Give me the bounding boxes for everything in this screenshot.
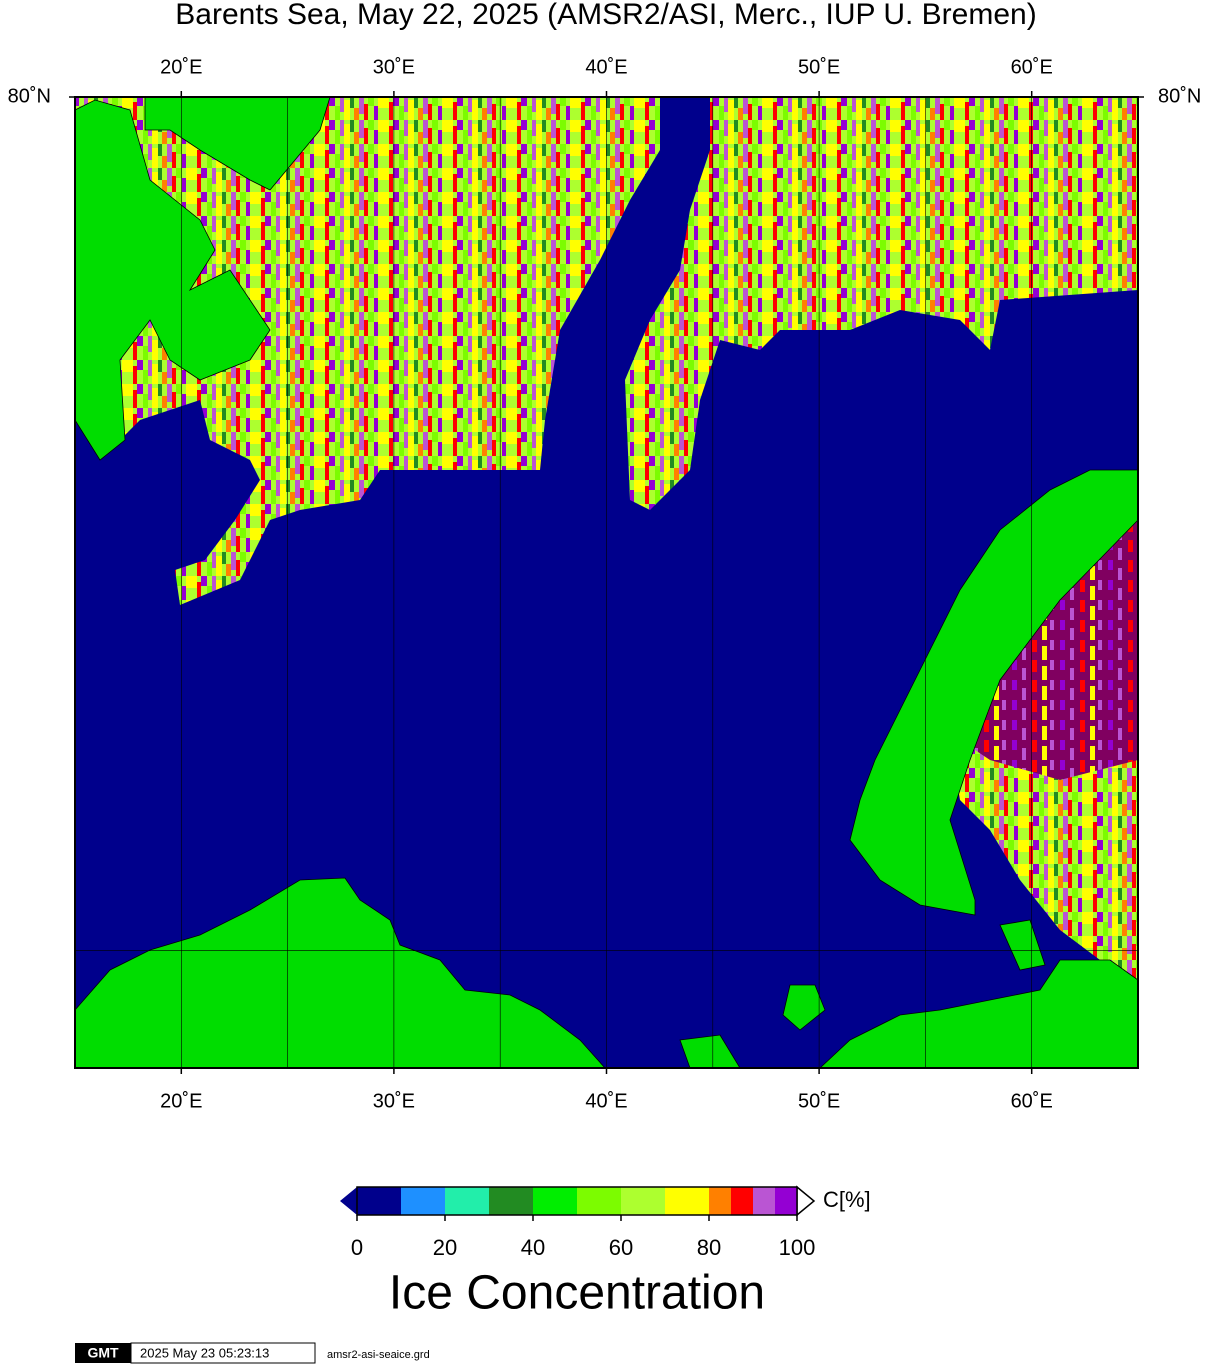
ice-area bbox=[625, 97, 1138, 510]
lon-label: 30˚E bbox=[373, 56, 415, 78]
colorbar-tick-label: 20 bbox=[433, 1235, 457, 1260]
map bbox=[74, 96, 1139, 1069]
lon-label: 50˚E bbox=[798, 56, 840, 78]
colorbar-tick-label: 0 bbox=[351, 1235, 363, 1260]
colorbar-over-arrow bbox=[796, 1185, 816, 1217]
land bbox=[144, 96, 331, 191]
logo: GMT bbox=[87, 1345, 119, 1361]
land bbox=[782, 984, 826, 1031]
colorbar-segment bbox=[445, 1187, 489, 1215]
colorbar-segment bbox=[533, 1187, 577, 1215]
colorbar-under-arrow bbox=[340, 1187, 357, 1215]
colorbar-unit: C[%] bbox=[823, 1187, 871, 1212]
lat-label: 80˚N bbox=[1158, 85, 1201, 107]
colorbar-segment bbox=[775, 1187, 797, 1215]
ice-area bbox=[75, 97, 660, 605]
colorbar: 0 20 40 60 80 100 C[%] Ice Concentration bbox=[340, 1185, 871, 1320]
colorbar-tick-label: 80 bbox=[697, 1235, 721, 1260]
lon-label: 40˚E bbox=[585, 56, 627, 78]
colorbar-tick-label: 40 bbox=[521, 1235, 545, 1260]
colorbar-segment bbox=[753, 1187, 775, 1215]
lon-label: 20˚E bbox=[160, 56, 202, 78]
lon-label: 50˚E bbox=[798, 1090, 840, 1112]
colorbar-segment bbox=[731, 1187, 753, 1215]
land bbox=[74, 877, 606, 1069]
footer: GMT 2025 May 23 05:23:13 amsr2-asi-seaic… bbox=[75, 1342, 430, 1364]
colorbar-segment bbox=[577, 1187, 621, 1215]
colorbar-segment bbox=[357, 1187, 401, 1215]
lon-label: 60˚E bbox=[1011, 56, 1053, 78]
timestamp: 2025 May 23 05:23:13 bbox=[140, 1345, 269, 1360]
colorbar-tick-label: 100 bbox=[779, 1235, 816, 1260]
lat-label: 80˚N bbox=[8, 85, 51, 107]
ice-area bbox=[960, 520, 1138, 780]
timestamp-box bbox=[130, 1342, 316, 1364]
land bbox=[849, 469, 1139, 916]
colorbar-segment bbox=[665, 1187, 709, 1215]
ice-area bbox=[950, 700, 1138, 1000]
colorbar-segment bbox=[489, 1187, 533, 1215]
file-name: amsr2-asi-seaice.grd bbox=[327, 1349, 430, 1361]
map-title: Barents Sea, May 22, 2025 (AMSR2/ASI, Me… bbox=[175, 0, 1036, 31]
colorbar-frame bbox=[356, 1186, 798, 1216]
lon-label: 20˚E bbox=[160, 1090, 202, 1112]
lon-label: 30˚E bbox=[373, 1090, 415, 1112]
colorbar-segment bbox=[401, 1187, 445, 1215]
land bbox=[999, 919, 1046, 971]
colorbar-label: Ice Concentration bbox=[389, 1267, 765, 1320]
lon-label: 60˚E bbox=[1011, 1090, 1053, 1112]
land bbox=[74, 99, 271, 461]
lon-label: 40˚E bbox=[585, 1090, 627, 1112]
colorbar-segment bbox=[709, 1187, 731, 1215]
colorbar-segment bbox=[621, 1187, 665, 1215]
colorbar-tick-label: 60 bbox=[609, 1235, 633, 1260]
logo-box bbox=[75, 1343, 131, 1363]
